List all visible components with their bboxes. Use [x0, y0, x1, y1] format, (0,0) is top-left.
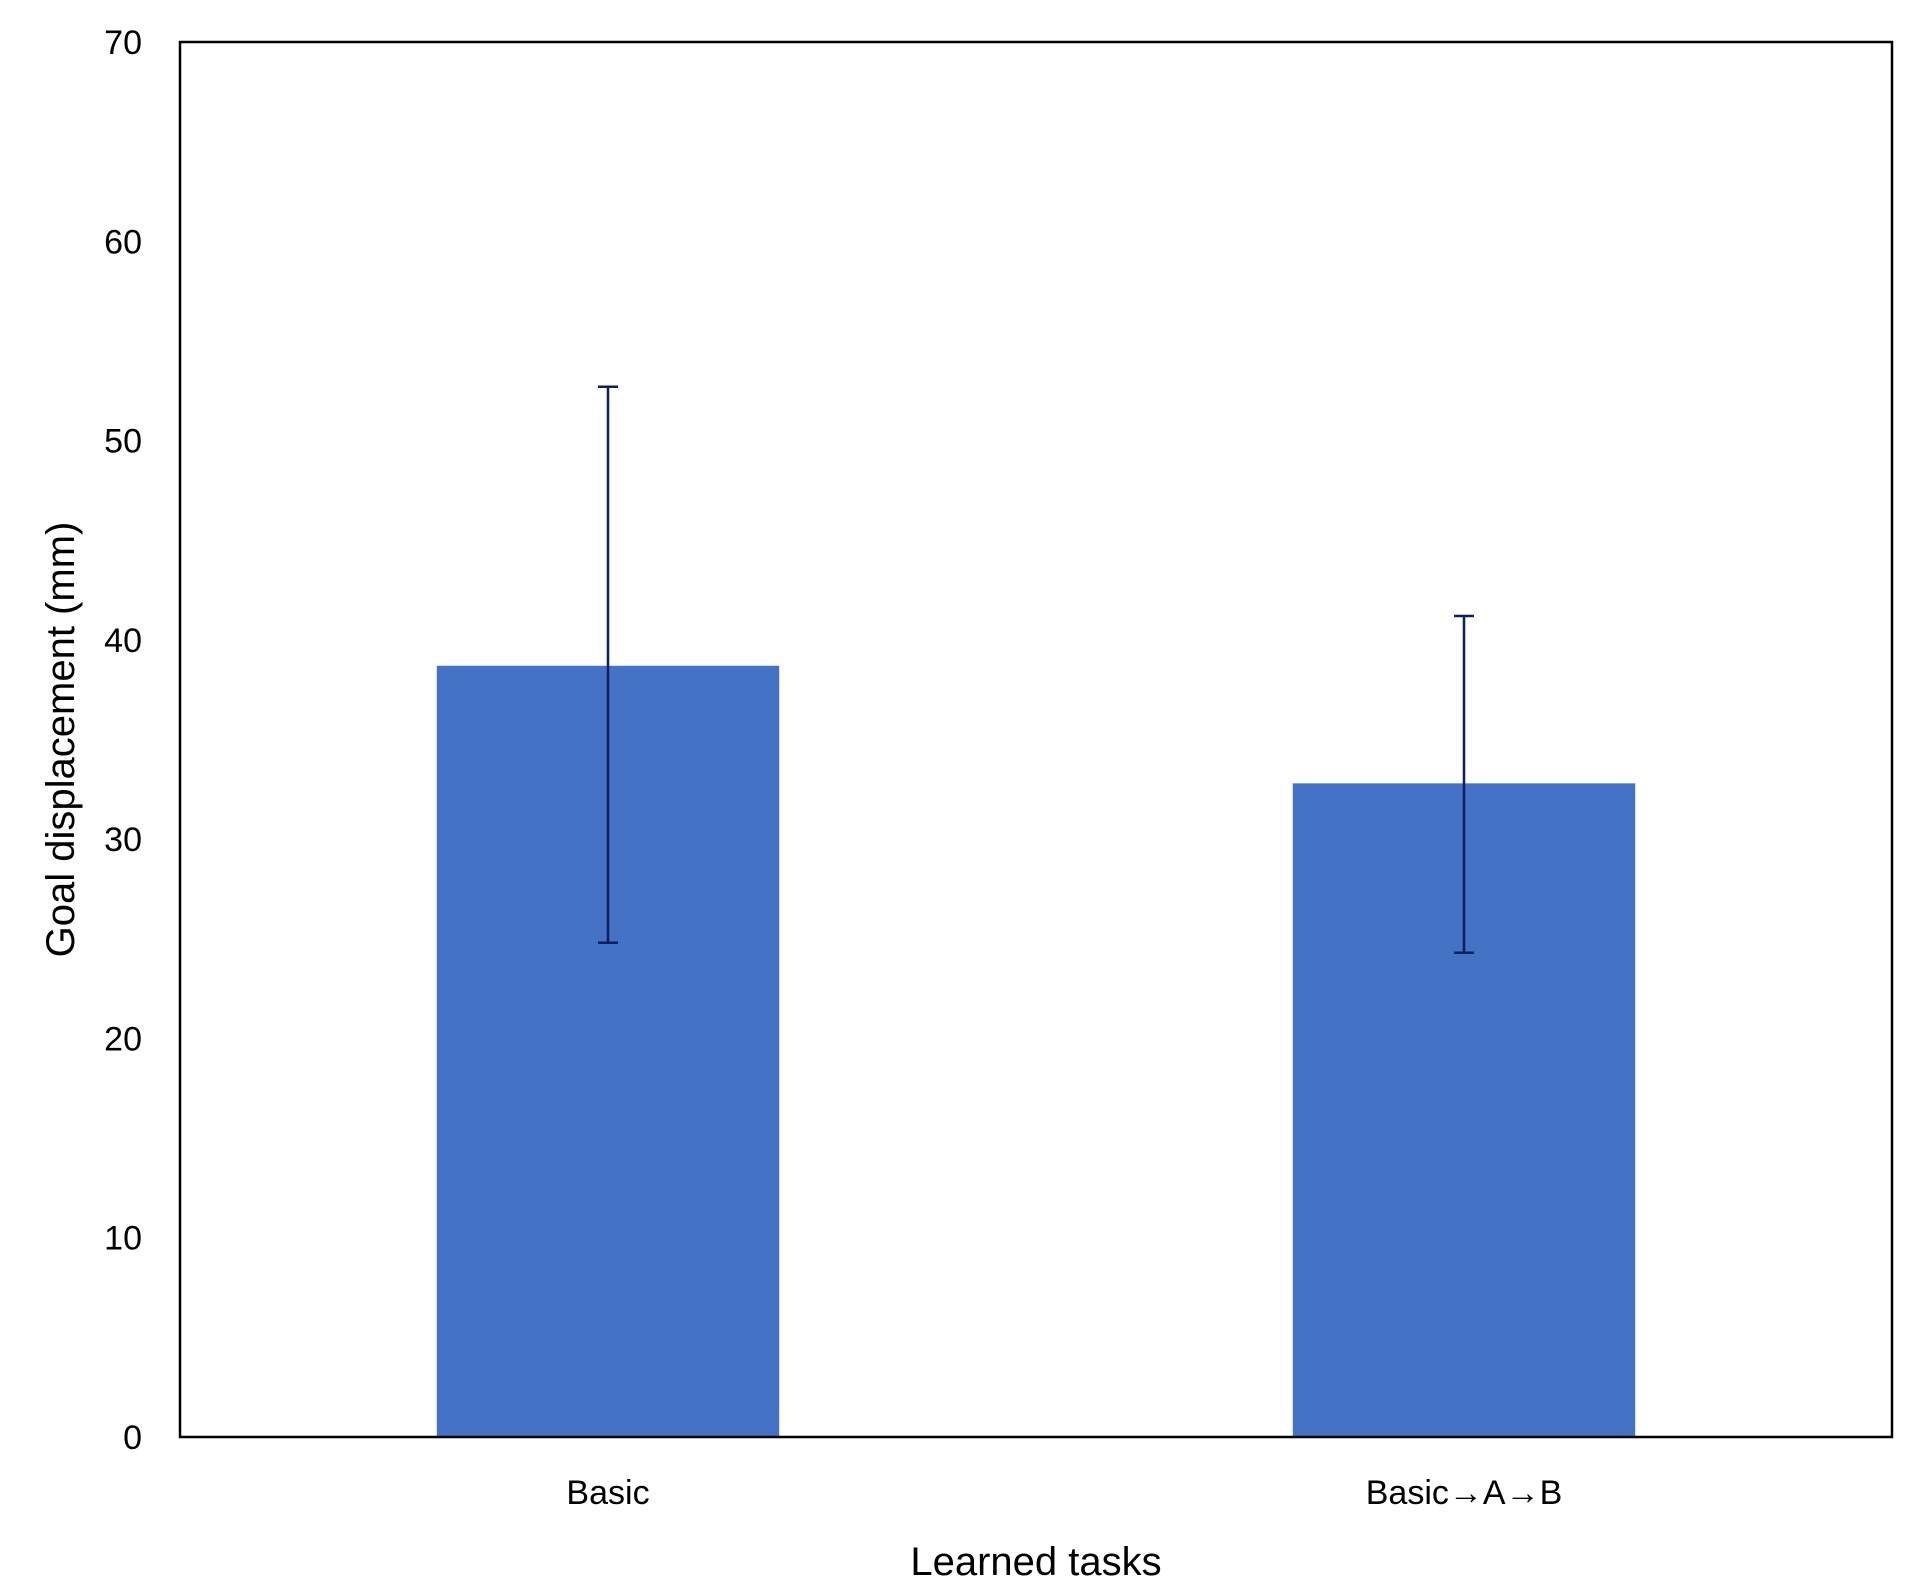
y-tick-label: 40 — [104, 622, 142, 660]
y-tick-label: 60 — [104, 223, 142, 261]
y-tick-label: 30 — [104, 821, 142, 859]
x-category-label: Basic — [566, 1474, 649, 1512]
y-tick-label: 10 — [104, 1220, 142, 1258]
plot-area-frame — [178, 40, 1894, 1439]
y-axis-title: Goal displacement (mm) — [39, 522, 83, 958]
y-tick-label: 70 — [104, 24, 142, 62]
x-axis-categories: Basic Basic→A→B — [566, 1474, 1562, 1512]
error-bars-layer — [598, 385, 1474, 954]
y-tick-label: 50 — [104, 423, 142, 461]
y-tick-label: 20 — [104, 1020, 142, 1058]
x-category-label: Basic→A→B — [1366, 1474, 1563, 1512]
bars-layer — [436, 665, 1636, 1437]
y-axis-ticks: 0 10 20 30 40 50 60 70 — [104, 24, 142, 1457]
y-tick-label: 0 — [123, 1419, 142, 1457]
x-axis-title: Learned tasks — [910, 1540, 1161, 1584]
